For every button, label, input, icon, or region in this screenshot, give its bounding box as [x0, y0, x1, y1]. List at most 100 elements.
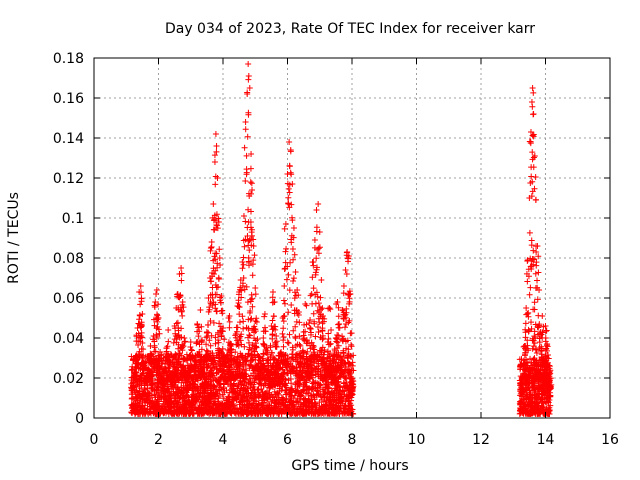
data-point	[139, 340, 146, 347]
data-point	[316, 381, 323, 388]
x-tick-label: 4	[219, 432, 228, 448]
data-point	[271, 388, 278, 395]
data-point	[239, 259, 246, 265]
x-tick-label: 10	[408, 432, 426, 448]
data-point	[216, 246, 223, 253]
data-point	[262, 328, 269, 335]
data-point	[174, 384, 181, 391]
data-point	[279, 396, 286, 403]
data-point	[277, 408, 284, 415]
data-point	[317, 294, 324, 301]
y-tick-label: 0.04	[53, 331, 84, 347]
data-point	[233, 324, 240, 331]
data-point	[202, 404, 209, 411]
data-point	[194, 410, 201, 417]
data-point	[235, 392, 242, 399]
data-point	[310, 378, 317, 385]
data-point	[231, 409, 238, 416]
data-point	[217, 362, 224, 369]
data-point	[261, 311, 268, 317]
data-point	[183, 351, 190, 358]
data-point	[132, 393, 139, 400]
data-point	[535, 269, 542, 276]
data-point	[547, 367, 554, 374]
data-point	[212, 407, 219, 414]
data-point	[217, 401, 224, 408]
data-point	[145, 372, 152, 379]
data-point	[286, 391, 293, 398]
data-point	[138, 323, 145, 330]
data-point	[143, 379, 150, 386]
data-point	[155, 384, 162, 391]
data-point	[133, 332, 140, 339]
data-point	[278, 387, 285, 394]
data-point	[167, 403, 174, 410]
data-point	[245, 400, 252, 407]
data-point	[290, 225, 297, 231]
data-point	[153, 334, 160, 341]
y-axis-title: ROTI / TECUs	[6, 192, 22, 284]
data-point	[203, 387, 210, 394]
data-point	[198, 408, 205, 415]
data-point	[343, 379, 350, 386]
data-point	[186, 408, 193, 415]
y-tick-label: 0.18	[53, 51, 84, 67]
data-point	[135, 320, 142, 327]
data-point	[248, 180, 255, 187]
data-point	[128, 395, 135, 402]
data-point	[249, 295, 256, 302]
data-point	[242, 218, 249, 225]
data-point	[242, 393, 249, 400]
data-point	[530, 247, 537, 254]
data-point	[235, 300, 242, 307]
data-point	[280, 325, 287, 332]
data-point	[187, 343, 194, 350]
data-point	[347, 330, 354, 337]
data-point	[173, 390, 180, 397]
data-point	[280, 343, 287, 350]
data-point	[543, 405, 550, 412]
data-point	[284, 355, 291, 362]
data-point	[260, 351, 267, 358]
data-point	[311, 237, 318, 243]
data-point	[539, 396, 546, 403]
data-point	[128, 366, 135, 373]
data-point	[248, 352, 255, 359]
data-point	[531, 306, 538, 313]
data-point	[315, 201, 322, 207]
data-point	[309, 380, 316, 387]
data-point	[239, 387, 246, 394]
data-point	[290, 275, 297, 282]
data-point	[537, 410, 544, 417]
data-point	[260, 335, 267, 341]
chart-title: Day 034 of 2023, Rate Of TEC Index for r…	[165, 21, 535, 37]
data-point	[219, 391, 226, 398]
data-point	[207, 278, 214, 285]
data-point	[226, 324, 233, 331]
data-point	[296, 405, 303, 412]
data-point	[275, 401, 282, 408]
data-point	[290, 277, 297, 284]
data-point	[304, 385, 311, 392]
data-point	[213, 143, 220, 149]
data-point	[150, 369, 157, 376]
data-point	[348, 343, 355, 350]
data-point	[330, 404, 337, 411]
data-point	[340, 283, 347, 289]
data-point	[241, 243, 248, 250]
data-point	[282, 221, 289, 227]
data-point	[528, 406, 535, 413]
data-point	[241, 408, 248, 415]
data-point	[211, 159, 218, 165]
data-point	[180, 407, 187, 414]
data-point	[165, 338, 172, 345]
data-point	[210, 201, 217, 207]
data-point	[547, 402, 554, 409]
data-point	[130, 402, 137, 409]
data-point	[343, 393, 350, 400]
data-point	[527, 140, 534, 147]
data-point	[148, 372, 155, 379]
data-point	[215, 378, 222, 385]
data-point	[318, 277, 325, 283]
